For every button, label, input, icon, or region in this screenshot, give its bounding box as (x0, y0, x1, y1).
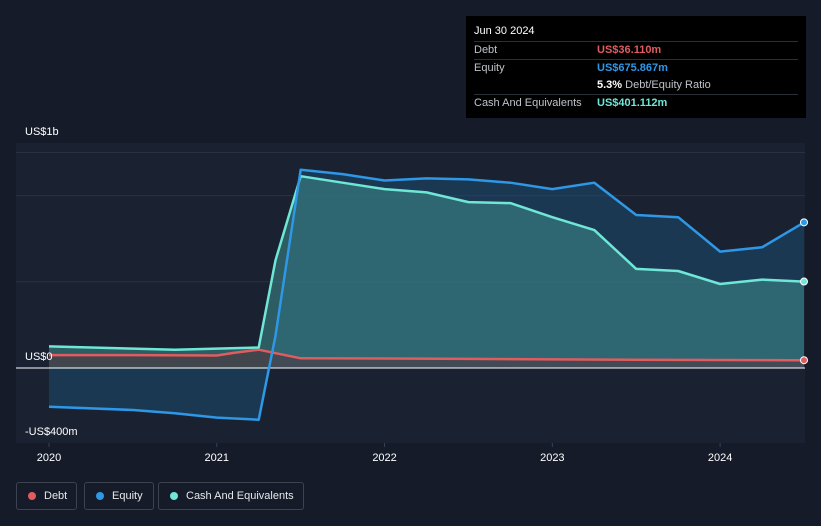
y-axis-labels: US$1b US$0 -US$400m (25, 126, 78, 438)
series-lines (48, 168, 805, 421)
y-tick-label-0: US$1b (25, 126, 59, 138)
y-tick-label-2: -US$400m (25, 426, 78, 438)
cash-end-marker (800, 277, 808, 286)
x-tick-label-0: 2020 (37, 452, 61, 464)
legend-item-debt[interactable]: Debt (16, 482, 77, 510)
tooltip-cash-label: Cash And Equivalents (474, 97, 582, 109)
tooltip-row-equity: Equity US$675.867m (474, 59, 798, 77)
x-tick-label-2: 2022 (372, 452, 396, 464)
y-tick-label-1: US$0 (25, 351, 53, 363)
tooltip-panel: Jun 30 2024 Debt US$36.110m Equity US$67… (466, 16, 806, 118)
cash-area (49, 176, 804, 368)
equity-line (48, 168, 805, 421)
tooltip-debt-label: Debt (474, 44, 498, 56)
x-tick-label-3: 2023 (540, 452, 564, 464)
tooltip-row-cash: Cash And Equivalents US$401.112m (474, 94, 798, 112)
tooltip-debt-value: US$36.110m (597, 44, 662, 56)
tooltip-date: Jun 30 2024 (474, 25, 535, 37)
tooltip-row-ratio: 5.3% Debt/Equity Ratio (474, 77, 798, 94)
debt-end-marker (800, 356, 808, 365)
equity-end-marker (800, 218, 808, 227)
tooltip-cash-value: US$401.112m (597, 97, 668, 109)
legend-item-cash[interactable]: Cash And Equivalents (158, 482, 304, 510)
legend-equity-dot (96, 492, 104, 500)
tooltip-row-debt: Debt US$36.110m (474, 41, 798, 59)
tooltip-ratio-label: Debt/Equity Ratio (625, 79, 711, 91)
tooltip-ratio: 5.3% Debt/Equity Ratio (597, 77, 711, 94)
x-tick-label-1: 2021 (205, 452, 229, 464)
legend-debt-dot (28, 492, 36, 500)
tooltip-ratio-spacer (474, 77, 597, 94)
legend-equity-label: Equity (112, 490, 143, 502)
tooltip-equity-label: Equity (474, 62, 505, 74)
legend-cash-label: Cash And Equivalents (186, 490, 294, 502)
debt-line (49, 348, 805, 362)
x-axis-labels: 2020 2021 2022 2023 2024 (37, 443, 732, 464)
legend-item-equity[interactable]: Equity (84, 482, 154, 510)
x-tick-label-4: 2024 (708, 452, 732, 464)
tooltip-ratio-value: 5.3% (597, 79, 623, 91)
legend-debt-label: Debt (44, 490, 68, 502)
series-end-markers (800, 218, 808, 365)
cash-line (48, 174, 805, 351)
tooltip-equity-value: US$675.867m (597, 62, 668, 74)
legend-cash-dot (170, 492, 178, 500)
